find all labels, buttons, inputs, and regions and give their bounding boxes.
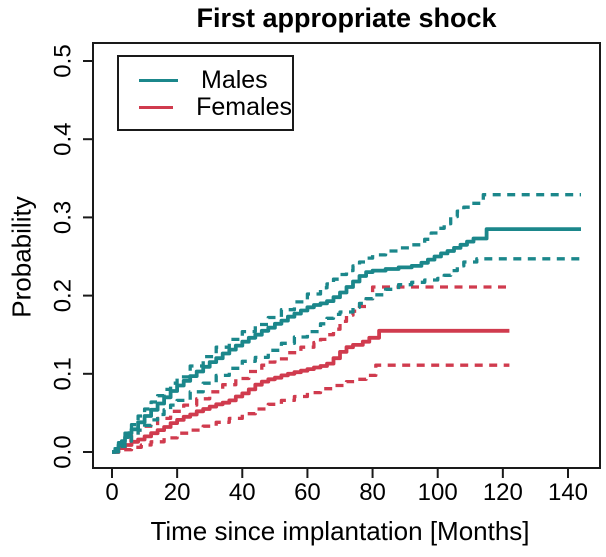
- y-tick-label: 0.3: [49, 201, 76, 234]
- x-tick-label: 80: [359, 479, 386, 506]
- x-tick-label: 140: [548, 479, 588, 506]
- legend-label-females: Females: [196, 93, 292, 121]
- females-upper-ci-line: [112, 285, 510, 454]
- females-lower-ci-line: [112, 363, 510, 454]
- legend-item-males: Males: [139, 67, 292, 94]
- males-upper-ci-line: [112, 193, 581, 454]
- x-axis-label: Time since implantation [Months]: [150, 516, 530, 546]
- y-tick-label: 0.1: [49, 357, 76, 390]
- y-axis-label: Probability: [6, 196, 37, 318]
- x-tick-label: 20: [164, 479, 191, 506]
- x-tick-label: 120: [483, 479, 523, 506]
- females-estimate-line: [112, 328, 510, 454]
- males-line-swatch: [139, 79, 178, 82]
- legend: Males Females: [117, 55, 294, 131]
- y-tick-label: 0.4: [49, 123, 76, 156]
- legend-item-females: Females: [139, 94, 292, 121]
- x-tick-label: 40: [229, 479, 256, 506]
- y-tick-label: 0.2: [49, 279, 76, 312]
- males-estimate-line: [112, 227, 581, 454]
- y-tick-label: 0.5: [49, 44, 76, 77]
- x-tick-label: 0: [105, 479, 118, 506]
- y-tick-label: 0.0: [49, 435, 76, 468]
- plot-frame: [92, 42, 601, 469]
- x-tick-label: 60: [294, 479, 321, 506]
- chart-title: First appropriate shock: [196, 3, 497, 33]
- legend-label-males: Males: [201, 66, 268, 94]
- x-tick-label: 100: [418, 479, 458, 506]
- females-line-swatch: [139, 106, 174, 109]
- males-lower-ci-line: [112, 257, 581, 454]
